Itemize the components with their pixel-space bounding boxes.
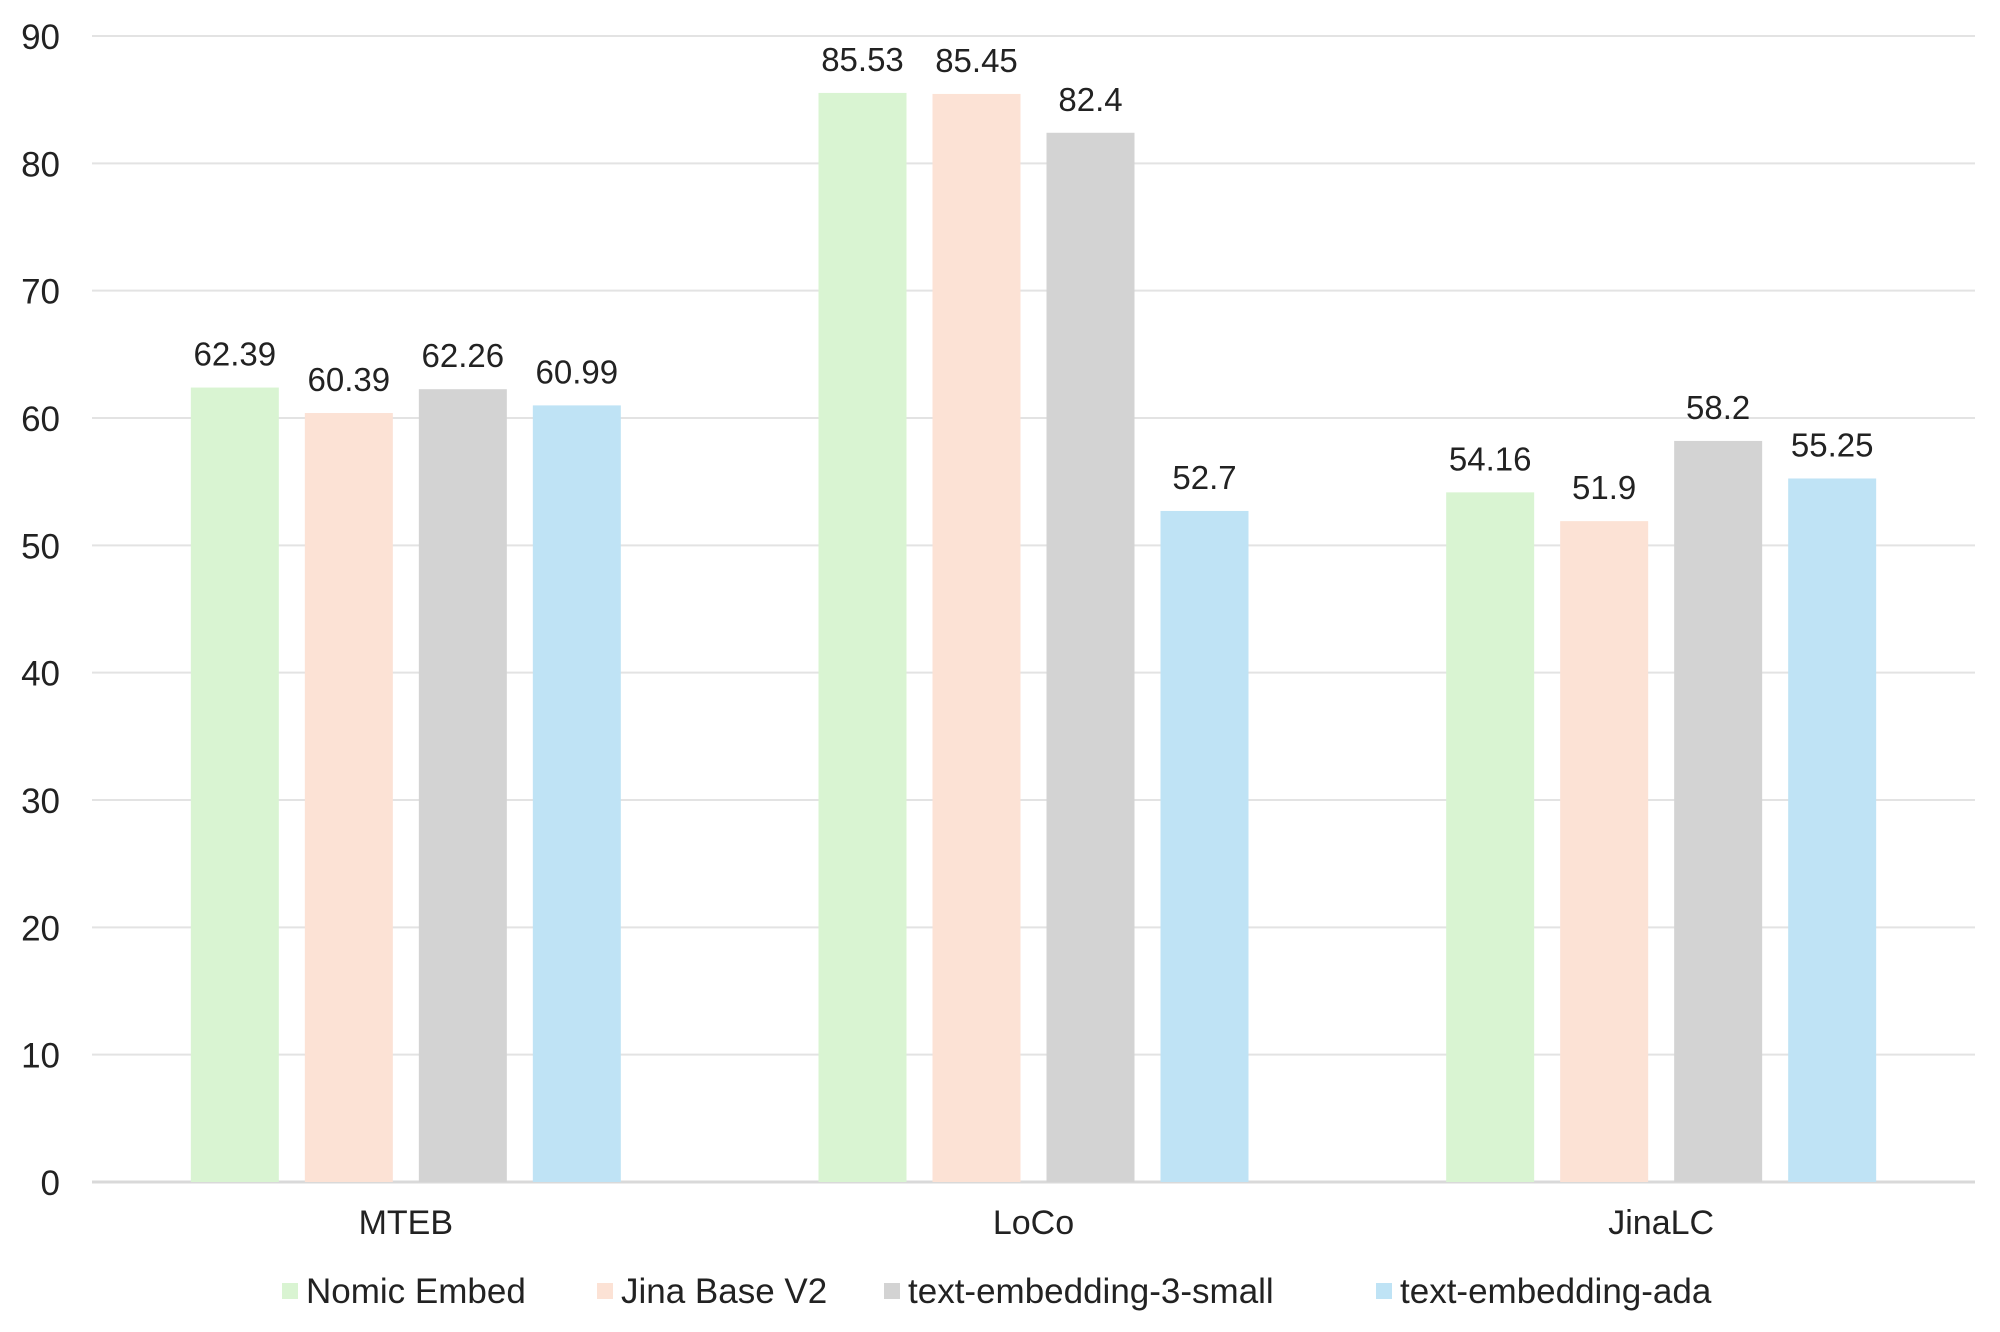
bar — [1788, 478, 1877, 1182]
legend-swatch — [1376, 1283, 1392, 1299]
data-label: 60.99 — [536, 353, 619, 390]
data-label: 85.53 — [821, 41, 904, 78]
y-tick-label: 0 — [41, 1164, 60, 1203]
gridlines — [92, 35, 1975, 1184]
data-label: 52.7 — [1172, 459, 1236, 496]
y-tick-label: 20 — [21, 909, 60, 948]
y-tick-label: 80 — [21, 145, 60, 184]
x-axis-ticks: MTEB LoCo JinaLC — [359, 1204, 1714, 1242]
legend-swatch — [282, 1283, 298, 1299]
bar — [1446, 492, 1535, 1182]
legend-label: text-embedding-3-small — [908, 1272, 1274, 1311]
legend-label: Jina Base V2 — [621, 1272, 827, 1311]
data-label: 82.4 — [1058, 81, 1122, 118]
legend-swatch — [597, 1283, 613, 1299]
bar — [532, 405, 621, 1182]
x-tick-label: JinaLC — [1608, 1204, 1714, 1242]
bar — [190, 387, 279, 1182]
bars: 62.39 60.39 62.26 60.99 85.53 85.45 82.4 52.7 54… — [190, 41, 1877, 1183]
data-label: 54.16 — [1449, 440, 1532, 477]
data-label: 58.2 — [1686, 389, 1750, 426]
y-tick-label: 70 — [21, 273, 60, 312]
bar — [1046, 132, 1135, 1183]
bar — [304, 413, 393, 1182]
legend-swatch — [884, 1283, 900, 1299]
legend-label: text-embedding-ada — [1400, 1272, 1712, 1311]
y-tick-label: 90 — [21, 18, 60, 57]
bar — [818, 92, 907, 1183]
data-label: 62.26 — [422, 337, 505, 374]
y-tick-label: 10 — [21, 1037, 60, 1076]
bar — [1674, 440, 1763, 1182]
x-tick-label: LoCo — [993, 1204, 1074, 1242]
data-label: 60.39 — [308, 361, 391, 398]
y-tick-label: 50 — [21, 527, 60, 566]
bar — [932, 93, 1021, 1183]
bar — [1160, 510, 1249, 1182]
bar — [1560, 521, 1649, 1182]
legend-label: Nomic Embed — [306, 1272, 526, 1311]
y-tick-label: 40 — [21, 655, 60, 694]
y-tick-label: 60 — [21, 400, 60, 439]
data-label: 62.39 — [194, 336, 277, 373]
data-label: 51.9 — [1572, 469, 1636, 506]
bar — [418, 389, 507, 1182]
data-label: 55.25 — [1791, 426, 1874, 463]
y-tick-label: 30 — [21, 782, 60, 821]
legend: Nomic Embed Jina Base V2 text-embedding-3-… — [282, 1272, 1712, 1311]
y-axis-ticks: 0 10 20 30 40 50 60 70 80 90 — [21, 18, 60, 1203]
data-label: 85.45 — [935, 42, 1018, 79]
x-tick-label: MTEB — [359, 1204, 453, 1242]
